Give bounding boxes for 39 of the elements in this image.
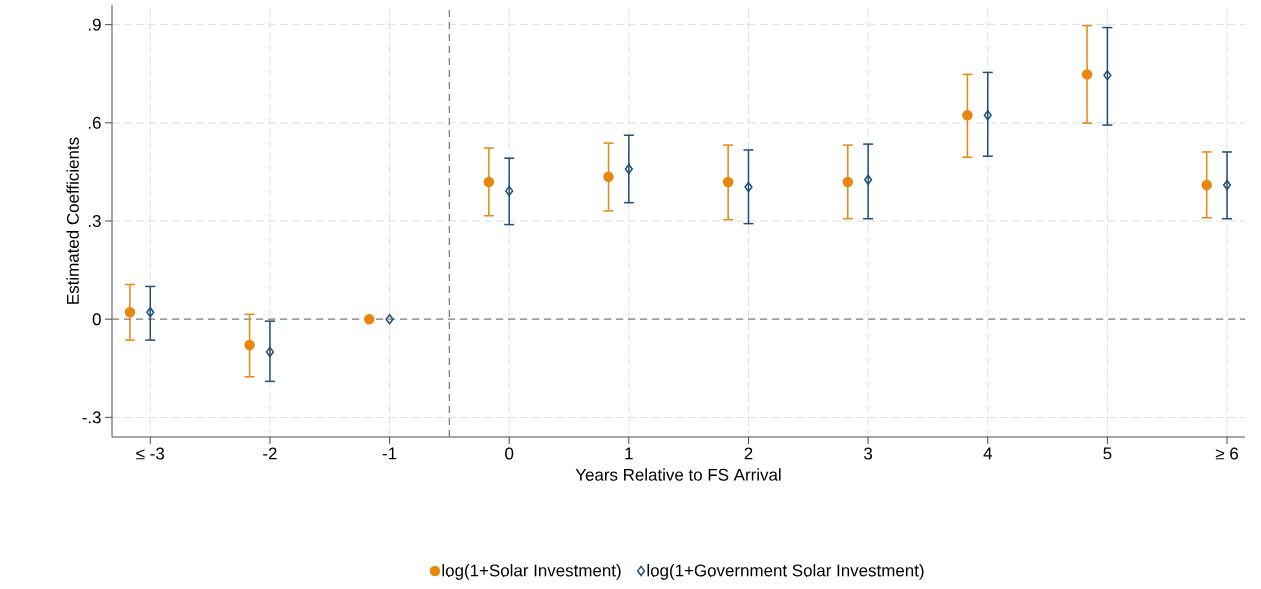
x-tick-label: 4	[983, 447, 992, 460]
x-tick-label: ≤ -3	[136, 447, 165, 460]
point	[385, 313, 394, 325]
y-tick-label: .6	[88, 116, 101, 129]
y-axis-title: Estimated Coefficients	[66, 137, 79, 304]
point	[244, 339, 255, 351]
point	[1201, 179, 1212, 191]
x-tick-label: 3	[864, 447, 873, 460]
point	[603, 171, 614, 183]
legend-label: log(1+Government Solar Investment)	[647, 564, 924, 580]
point	[483, 176, 495, 188]
point	[962, 110, 973, 121]
point	[265, 346, 275, 358]
x-axis-title: Years Relative to FS Arrival	[575, 468, 781, 481]
x-tick-label: ≥ 6	[1215, 447, 1238, 460]
y-tick-label: -.3	[82, 411, 101, 424]
x-tick-label: 0	[505, 447, 514, 460]
point	[505, 185, 514, 197]
point	[624, 163, 633, 175]
point	[842, 176, 854, 188]
x-tick-label: 5	[1103, 447, 1112, 460]
point	[363, 313, 375, 325]
y-tick-label: .9	[88, 18, 101, 31]
point	[124, 307, 136, 318]
point	[744, 181, 753, 193]
legend-label: log(1+Solar Investment)	[442, 564, 621, 580]
x-tick-label: 1	[625, 447, 633, 460]
point	[864, 174, 873, 186]
x-tick-label: -1	[382, 447, 397, 460]
y-tick-label: 0	[92, 313, 101, 326]
point	[1081, 69, 1093, 80]
point	[722, 176, 734, 188]
x-tick-label: -2	[263, 447, 277, 460]
point	[1103, 70, 1112, 81]
point	[1222, 179, 1232, 191]
y-tick-label: .3	[88, 215, 101, 227]
x-tick-label: 2	[744, 447, 753, 460]
point	[146, 307, 155, 318]
point	[983, 110, 992, 121]
